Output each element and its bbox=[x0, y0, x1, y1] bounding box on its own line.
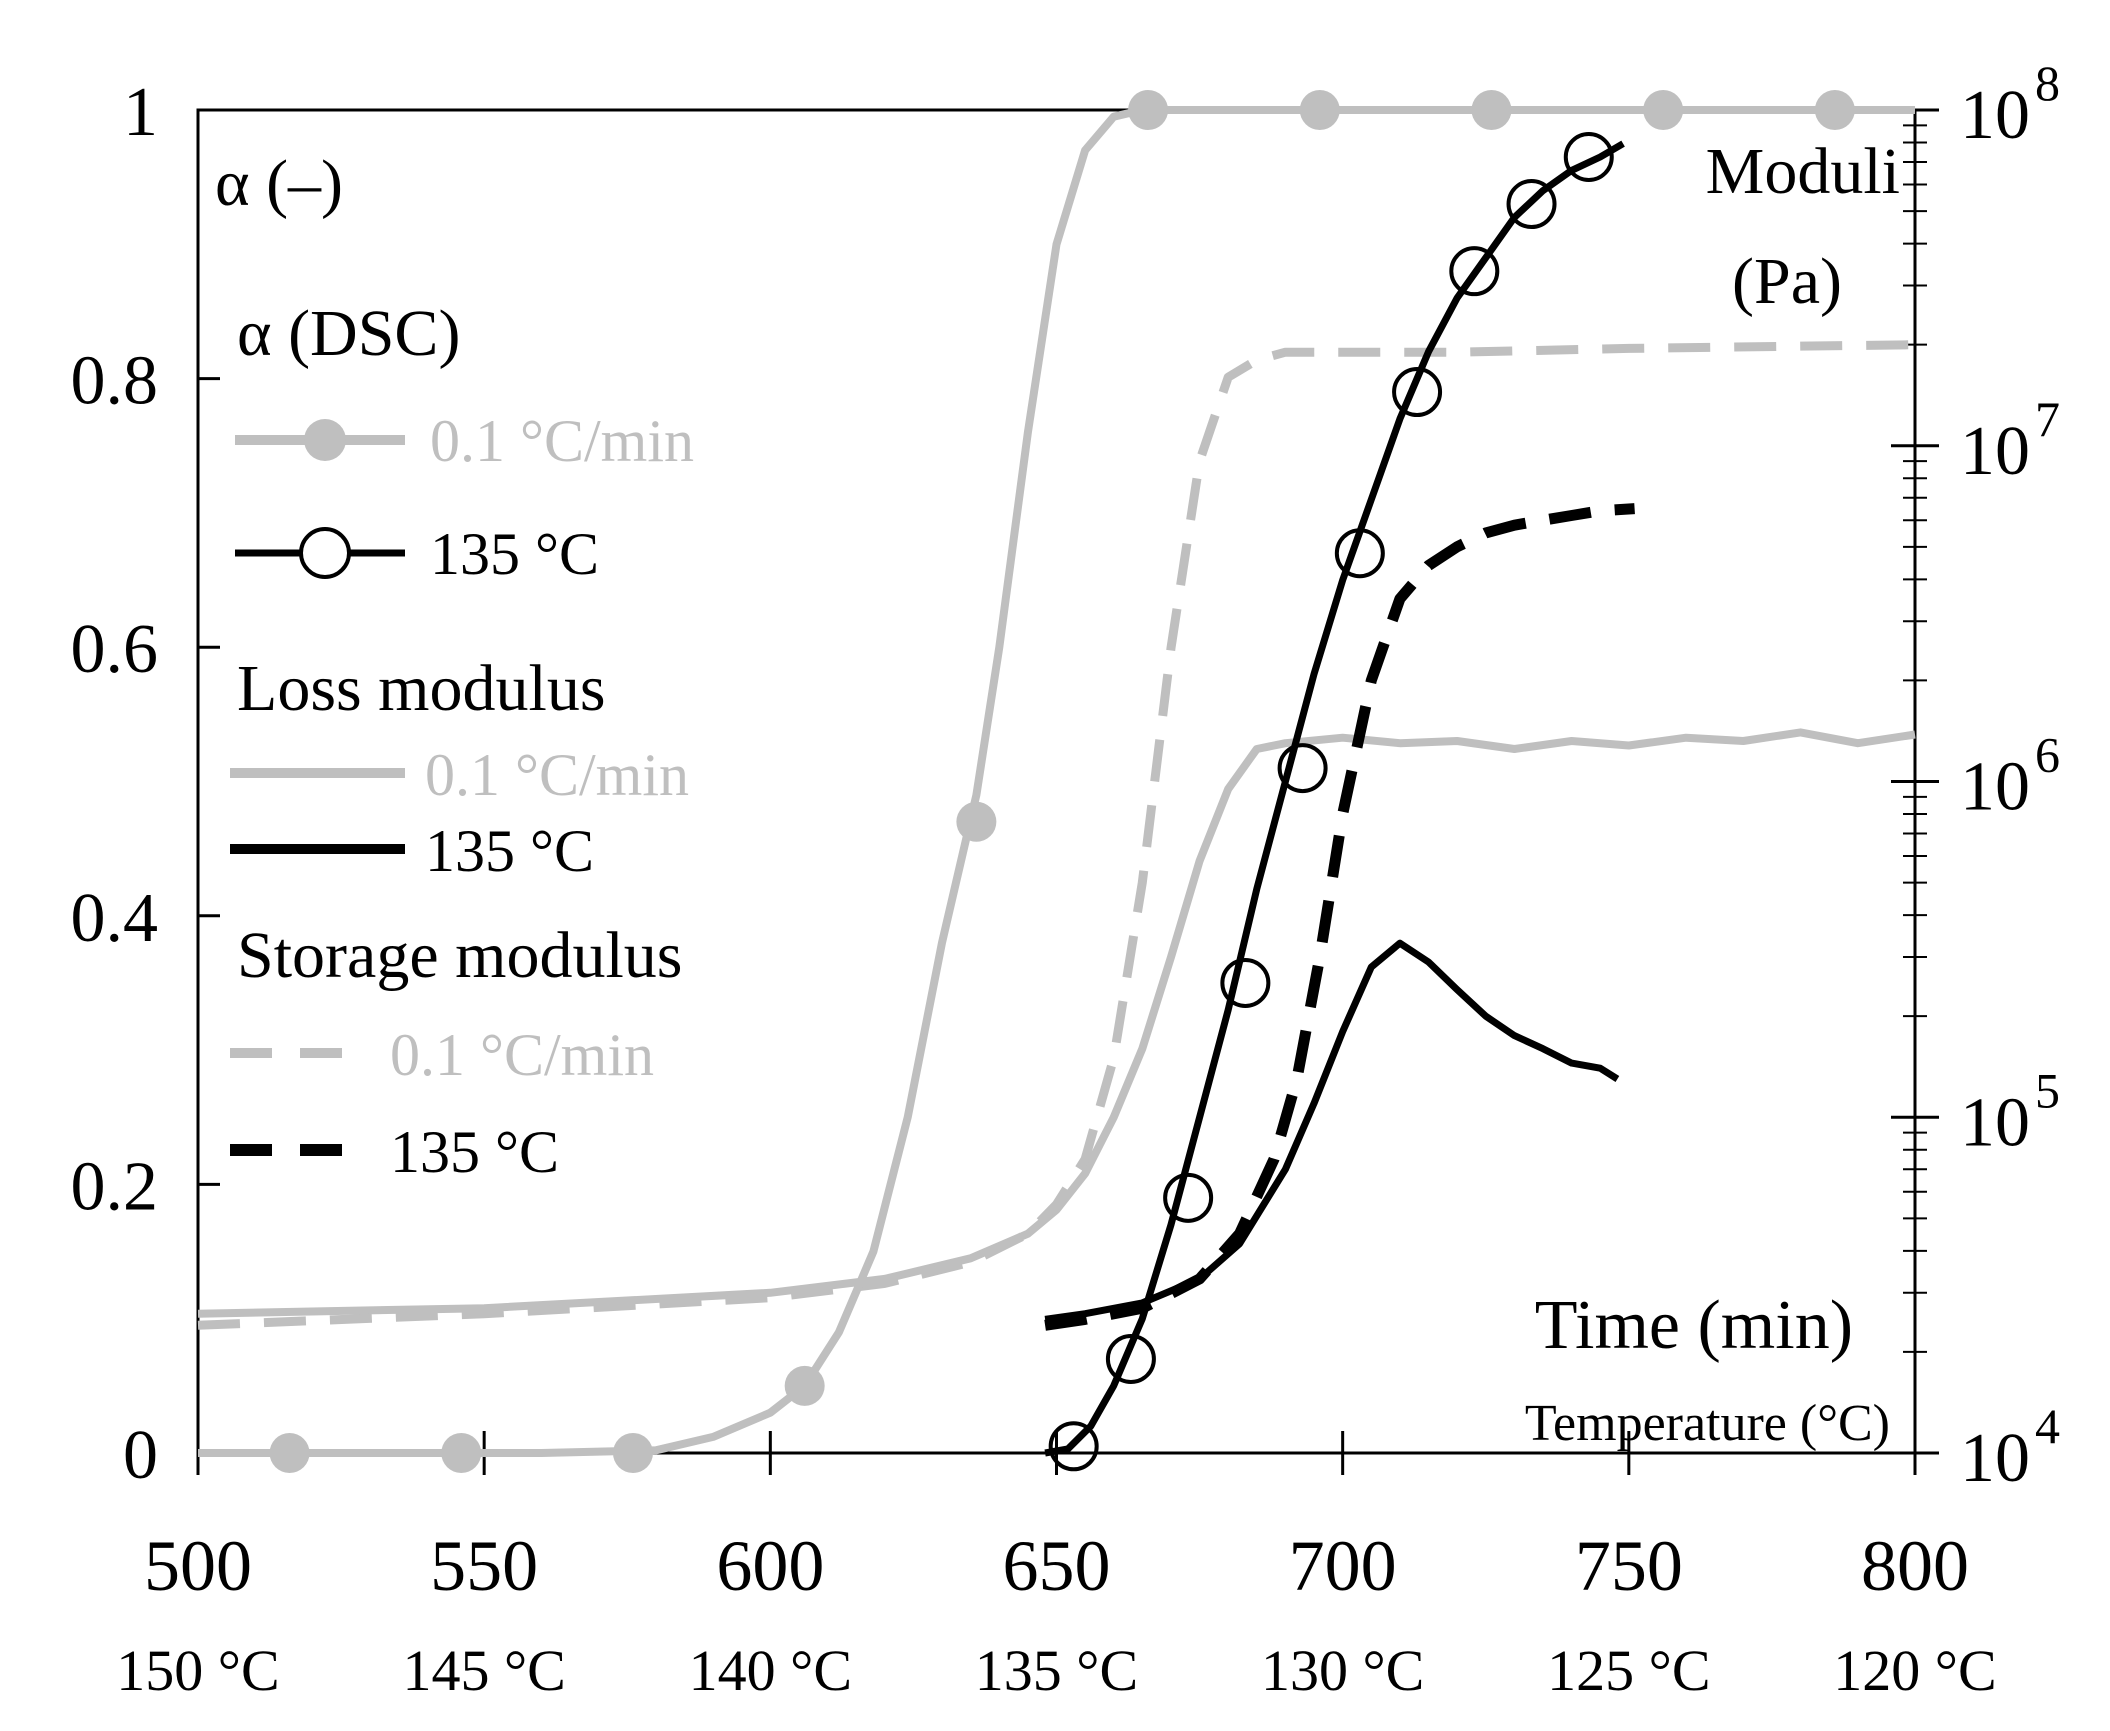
series-line bbox=[198, 106, 1915, 1457]
legend-loss-iso-label: 135 °C bbox=[425, 818, 594, 884]
legend-alpha-ramp-marker bbox=[304, 419, 346, 461]
left-axis-tick-label: 0.6 bbox=[71, 611, 159, 688]
legend-loss-ramp-label: 0.1 °C/min bbox=[425, 742, 689, 808]
series-marker bbox=[1449, 246, 1500, 297]
right-axis-tick-label-base: 10 bbox=[1960, 1420, 2030, 1497]
right-axis-tick-label-exp: 7 bbox=[2035, 391, 2060, 447]
series-marker bbox=[1506, 179, 1557, 230]
x-axis-secondary-tick-label: 140 °C bbox=[689, 1638, 852, 1703]
right-axis-tick-label-exp: 6 bbox=[2035, 727, 2060, 783]
series-line bbox=[197, 340, 1916, 1330]
series-line bbox=[197, 728, 1916, 1318]
x-axis-label: Time (min) bbox=[1535, 1287, 1853, 1364]
series-marker bbox=[1163, 1172, 1214, 1223]
series-marker bbox=[1048, 1421, 1099, 1472]
series-marker bbox=[1334, 528, 1385, 579]
right-axis-unit: (Pa) bbox=[1732, 245, 1842, 318]
x-axis-secondary-tick-label: 125 °C bbox=[1547, 1638, 1710, 1703]
legend-alpha-title: α (DSC) bbox=[237, 297, 460, 370]
legend: α (DSC) 0.1 °C/min 135 °C Loss modulus 0… bbox=[230, 297, 694, 1185]
left-axis-label: α (–) bbox=[215, 147, 343, 220]
series-marker bbox=[1277, 743, 1328, 794]
x-axis-tick-label: 700 bbox=[1289, 1526, 1397, 1606]
right-axis-tick-label-exp: 4 bbox=[2035, 1398, 2060, 1454]
series-marker bbox=[1105, 1333, 1156, 1384]
left-axis-tick-label: 0.8 bbox=[71, 343, 159, 420]
right-axis-tick-label-exp: 8 bbox=[2035, 55, 2060, 111]
bottom-axis-ticks: 500 150 °C 550 145 °C 600 140 °C 650 135 °C 700 1… bbox=[116, 1431, 1997, 1703]
right-axis-tick-label-base: 10 bbox=[1960, 413, 2030, 490]
x-axis-tick-label: 650 bbox=[1003, 1526, 1111, 1606]
right-axis-tick-label-exp: 5 bbox=[2035, 1062, 2060, 1118]
x-axis-tick-label: 750 bbox=[1575, 1526, 1683, 1606]
left-axis-tick-label: 0.2 bbox=[71, 1148, 159, 1225]
x-axis-secondary-tick-label: 135 °C bbox=[975, 1638, 1138, 1703]
right-axis-tick-label-base: 10 bbox=[1960, 749, 2030, 826]
x-axis-secondary-tick-label: 150 °C bbox=[116, 1638, 279, 1703]
left-axis-ticks: 0 0.2 0.4 0.6 0.8 1 bbox=[71, 74, 220, 1494]
left-axis-tick-label: 0 bbox=[123, 1417, 158, 1494]
series-marker bbox=[1128, 90, 1169, 130]
series-layer bbox=[197, 90, 1916, 1473]
x-axis-secondary-tick-label: 130 °C bbox=[1261, 1638, 1424, 1703]
legend-storage-ramp-label: 0.1 °C/min bbox=[390, 1022, 654, 1088]
series-marker bbox=[1392, 367, 1443, 418]
x-axis-secondary-tick-label: 120 °C bbox=[1833, 1638, 1996, 1703]
series-marker bbox=[612, 1433, 653, 1473]
x-axis-secondary-tick-label: 145 °C bbox=[402, 1638, 565, 1703]
right-axis-tick-label-base: 10 bbox=[1960, 77, 2030, 154]
left-axis-tick-label: 0.4 bbox=[71, 880, 159, 957]
series-marker bbox=[1814, 90, 1855, 130]
legend-alpha-ramp-label: 0.1 °C/min bbox=[430, 408, 694, 474]
x-axis-tick-label: 800 bbox=[1861, 1526, 1969, 1606]
series-marker bbox=[956, 801, 997, 842]
legend-alpha-iso-marker bbox=[299, 527, 351, 579]
series-marker bbox=[1563, 132, 1614, 183]
series-marker bbox=[1643, 90, 1684, 130]
x-axis-tick-label: 550 bbox=[430, 1526, 538, 1606]
x-axis-tick-label: 500 bbox=[144, 1526, 252, 1606]
series-marker bbox=[1471, 90, 1512, 130]
x-axis-tick-label: 600 bbox=[716, 1526, 824, 1606]
series-marker bbox=[1299, 90, 1340, 130]
series-line bbox=[1044, 140, 1625, 1457]
right-axis-tick-label-base: 10 bbox=[1960, 1084, 2030, 1161]
legend-loss-title: Loss modulus bbox=[237, 652, 606, 725]
legend-alpha-iso-label: 135 °C bbox=[430, 521, 599, 587]
series-marker bbox=[269, 1433, 310, 1473]
right-axis-label: Moduli bbox=[1706, 135, 1900, 208]
series-marker bbox=[784, 1365, 825, 1406]
legend-storage-iso-label: 135 °C bbox=[390, 1119, 559, 1185]
x-axis-secondary-label: Temperature (°C) bbox=[1525, 1395, 1890, 1452]
series-line bbox=[1044, 503, 1635, 1331]
legend-storage-title: Storage modulus bbox=[237, 919, 682, 992]
series-marker bbox=[1220, 957, 1271, 1008]
left-axis-tick-label: 1 bbox=[123, 74, 158, 151]
series-marker bbox=[441, 1433, 482, 1473]
